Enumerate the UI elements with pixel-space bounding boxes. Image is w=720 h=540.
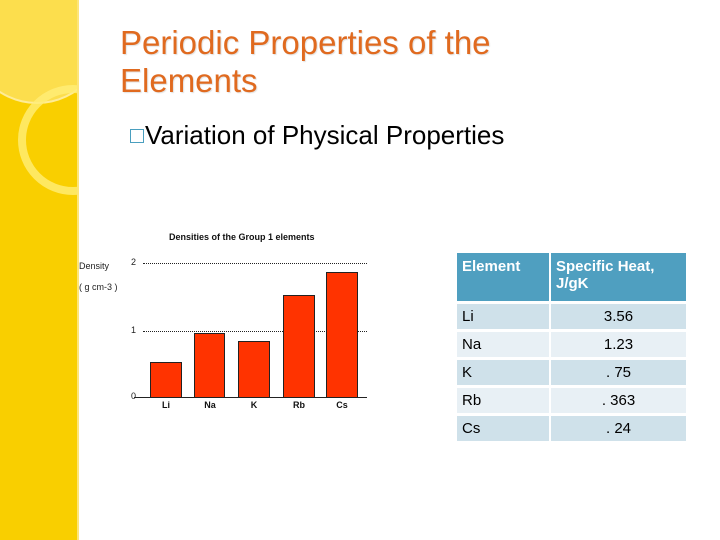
y-tick-0: 0 [131,391,137,401]
bar-cs [326,272,358,398]
table-row: Li 3.56 [457,304,686,329]
decorative-sidebar [0,0,79,540]
header-specific-heat: Specific Heat, J/gK [551,253,686,301]
x-label-li: Li [162,400,170,410]
bar-na [194,333,225,398]
y-tick-2: 2 [131,257,137,267]
cell-element: Cs [457,416,549,441]
y-axis-units: ( g cm-3 ) [79,282,118,292]
sidebar-edge [77,0,79,540]
square-bullet-icon [130,128,144,143]
y-axis-label: Density [79,261,110,271]
chart-title: Densities of the Group 1 elements [169,232,315,242]
table-row: Rb . 363 [457,388,686,413]
cell-element: Na [457,332,549,357]
cell-element: Rb [457,388,549,413]
x-label-rb: Rb [293,400,305,410]
cell-element: K [457,360,549,385]
x-label-k: K [250,400,258,410]
cell-value: 1.23 [551,332,686,357]
cell-element: Li [457,304,549,329]
gridline-2 [143,263,367,264]
density-bar-chart: Densities of the Group 1 elements Densit… [76,225,376,415]
y-tick-1: 1 [131,325,137,335]
table-row: K . 75 [457,360,686,385]
bullet-text: Variation of Physical Properties [145,120,505,150]
header-element: Element [457,253,549,301]
x-label-na: Na [204,400,216,410]
cell-value: . 363 [551,388,686,413]
bullet-point: Variation of Physical Properties [130,120,504,151]
x-label-cs: Cs [336,400,348,410]
slide-title: Periodic Properties of the Elements [120,24,491,99]
specific-heat-table: Element Specific Heat, J/gK Li 3.56 Na 1… [455,250,688,444]
bar-li [150,362,182,398]
gridline-1 [143,331,367,332]
table-row: Cs . 24 [457,416,686,441]
cell-value: . 75 [551,360,686,385]
cell-value: . 24 [551,416,686,441]
bar-rb [283,295,315,398]
table-header-row: Element Specific Heat, J/gK [457,253,686,301]
table-row: Na 1.23 [457,332,686,357]
bar-k [238,341,270,398]
cell-value: 3.56 [551,304,686,329]
